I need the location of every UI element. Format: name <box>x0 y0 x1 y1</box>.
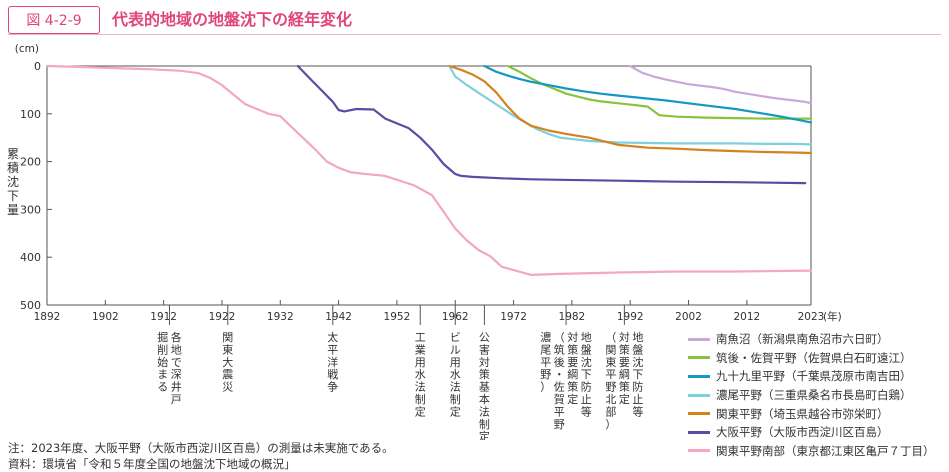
y-axis-title: 累積沈下量 <box>7 147 19 217</box>
event-label-column: 対策要綱策定 <box>619 330 630 406</box>
event-annotation-3: 太平洋戦争 <box>327 331 338 394</box>
event-annotation-5: ビル用水法制定 <box>450 331 461 418</box>
event-label-column: 地盤沈下防止等 <box>581 331 592 418</box>
event-label-column: 太平洋戦争 <box>327 331 338 394</box>
legend-swatch <box>688 412 710 416</box>
series-layer <box>45 64 813 276</box>
x-tick-label: 1922 <box>209 311 236 323</box>
event-annotation-4: 工業用水法制定 <box>415 331 426 418</box>
x-tick-label: 2002 <box>675 311 702 323</box>
title-divider <box>8 34 941 35</box>
legend-label: 関東平野南部（東京都江東区亀戸７丁目） <box>716 443 935 458</box>
event-annotation-2: 関東大震災 <box>222 331 233 394</box>
legend-swatch <box>688 449 710 453</box>
x-tick-label: 1982 <box>559 311 586 323</box>
legend-label: 濃尾平野（三重県桑名市長島町白鶏） <box>716 388 912 403</box>
event-label-column: 地盤沈下防止等 <box>632 331 643 418</box>
figure-title: 代表的地域の地盤沈下の経年変化 <box>112 10 353 29</box>
y-tick-label: 500 <box>20 299 41 312</box>
x-tick-label: 2023 <box>798 311 825 323</box>
legend-swatch <box>688 356 710 360</box>
x-tick-label: 1892 <box>34 311 61 323</box>
series-line-3 <box>483 64 813 124</box>
event-label-column: 各地で深井戸 <box>171 330 182 406</box>
legend-swatch <box>688 374 710 378</box>
legend-label: 筑後・佐賀平野（佐賀県白石町遠江） <box>716 350 912 365</box>
legend-label: 南魚沼（新潟県南魚沼市六日町） <box>716 332 889 347</box>
legend-swatch <box>688 393 710 397</box>
x-tick-label: 1972 <box>500 311 527 323</box>
x-tick-label: 1942 <box>325 311 352 323</box>
event-label-column: 濃尾平野） <box>540 330 551 394</box>
legend-label: 関東平野（埼玉県越谷市弥栄町） <box>716 406 889 421</box>
event-label-column: （筑後・佐賀平野 <box>554 331 565 431</box>
y-tick-label: 300 <box>20 203 41 216</box>
series-line-6 <box>296 64 807 185</box>
legend-item: 濃尾平野（三重県桑名市長島町白鶏） <box>688 386 935 405</box>
series-line-5 <box>448 64 813 155</box>
legend-item: 関東平野（埼玉県越谷市弥栄町） <box>688 404 935 423</box>
series-line-7 <box>45 64 813 276</box>
series-line-1 <box>629 64 813 105</box>
x-tick-label: 1932 <box>267 311 294 323</box>
y-tick-label: 0 <box>34 60 41 73</box>
series-line-4 <box>448 64 813 146</box>
y-tick-label: 100 <box>20 108 41 121</box>
x-tick-label: 2012 <box>733 311 760 323</box>
legend-item: 九十九里平野（千葉県茂原市南吉田） <box>688 367 935 386</box>
event-annotation-6: 公害対策基本法制定 <box>479 331 490 440</box>
x-tick-label: 1952 <box>384 311 411 323</box>
legend-swatch <box>688 337 710 341</box>
footnote: 注：2023年度、大阪平野（大阪市西淀川区百島）の測量は未実施である。 <box>8 441 394 455</box>
event-label-column: 対策要綱策定 <box>567 330 578 406</box>
legend-item: 筑後・佐賀平野（佐賀県白石町遠江） <box>688 349 935 368</box>
legend-item: 南魚沼（新潟県南魚沼市六日町） <box>688 330 935 349</box>
figure-number-badge: 図 4-2-9 <box>8 6 100 34</box>
x-tick-label: 1912 <box>150 311 177 323</box>
y-tick-label: 200 <box>20 156 41 169</box>
event-label-column: ビル用水法制定 <box>450 331 461 418</box>
event-label-column: 掘削始まる <box>157 330 168 394</box>
event-label-column: （関東平野北部） <box>605 331 616 431</box>
legend-swatch <box>688 430 710 434</box>
legend-label: 九十九里平野（千葉県茂原市南吉田） <box>716 369 912 384</box>
legend-item: 関東平野南部（東京都江東区亀戸７丁目） <box>688 442 935 461</box>
legend-item: 大阪平野（大阪市西淀川区百島） <box>688 423 935 442</box>
event-label-column: 公害対策基本法制定 <box>479 331 490 440</box>
chart-legend: 南魚沼（新潟県南魚沼市六日町） 筑後・佐賀平野（佐賀県白石町遠江） 九十九里平野（千… <box>688 330 935 460</box>
series-line-2 <box>506 64 813 120</box>
x-tick-label: 1992 <box>617 311 644 323</box>
x-tick-label: 1902 <box>92 311 119 323</box>
x-unit-label: (年) <box>823 310 842 323</box>
event-label-column: 工業用水法制定 <box>415 331 426 418</box>
event-label-column: 関東大震災 <box>222 331 233 394</box>
legend-label: 大阪平野（大阪市西淀川区百島） <box>716 425 889 440</box>
y-unit-label: (cm) <box>15 43 39 55</box>
y-tick-label: 400 <box>20 251 41 264</box>
source-note: 資料：環境省「令和５年度全国の地盤沈下地域の概況」 <box>8 457 296 471</box>
